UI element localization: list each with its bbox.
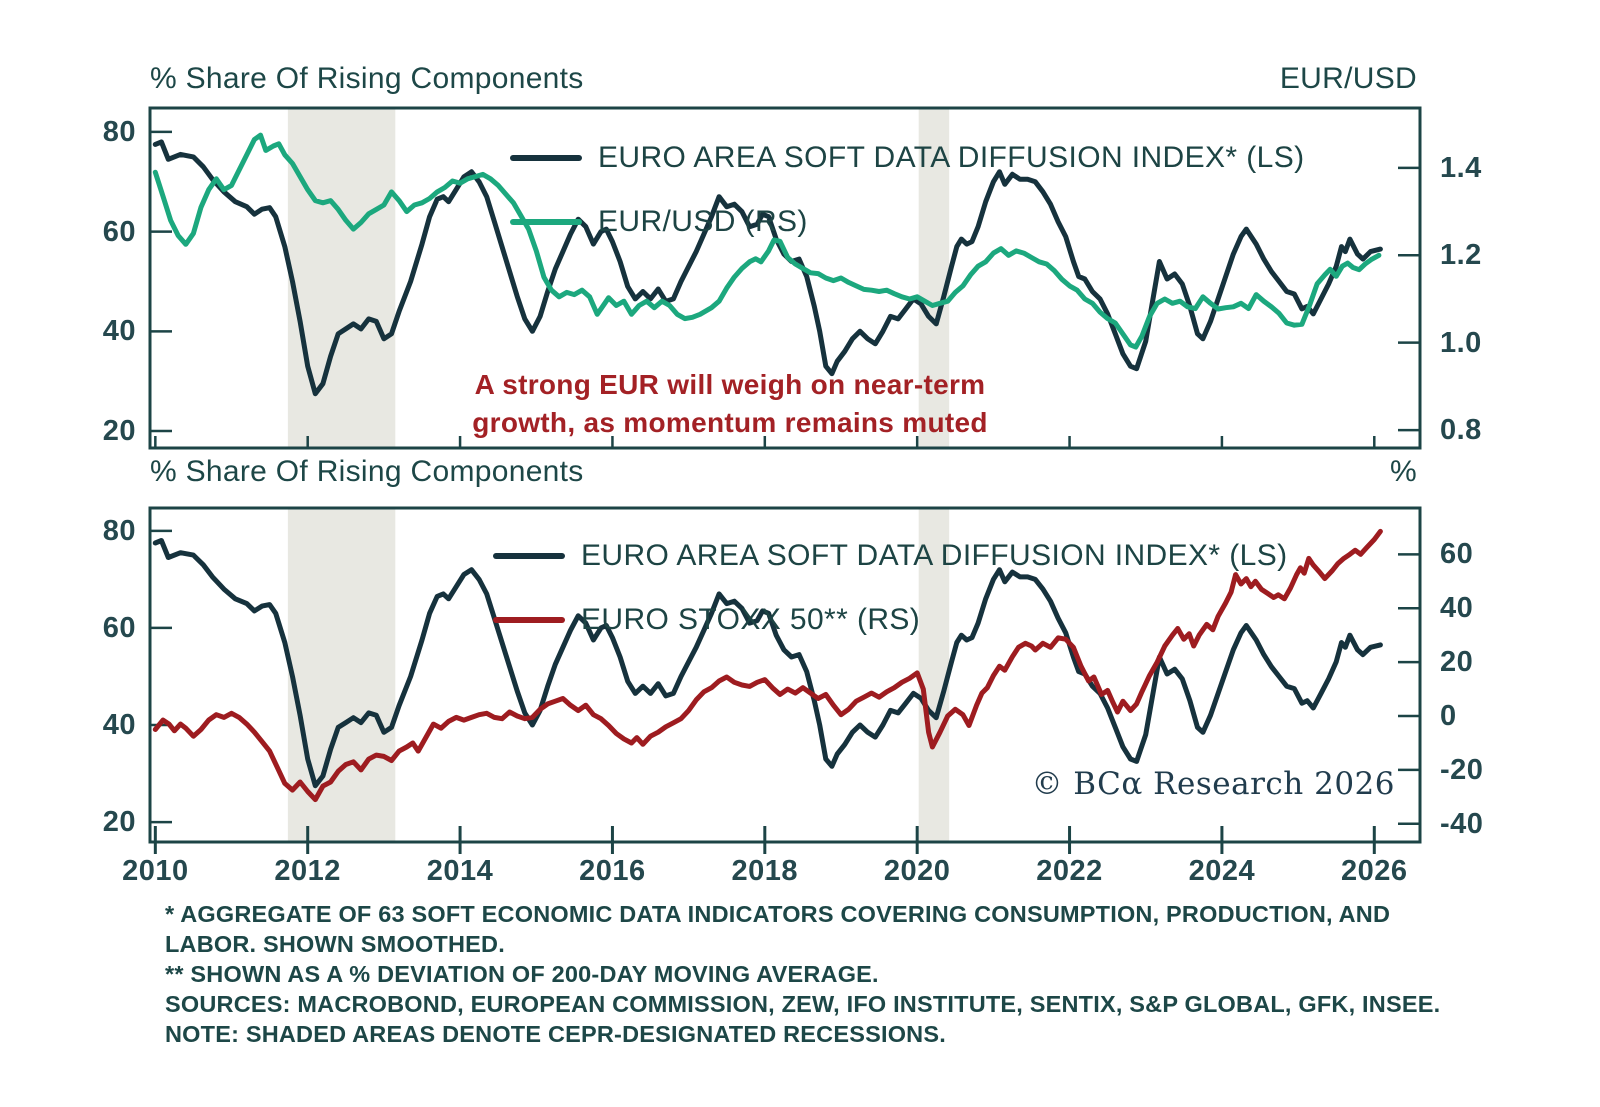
right-axis-label: 1.4 (1440, 151, 1482, 184)
annotation-line-2: growth, as momentum remains muted (472, 407, 988, 438)
left-axis-label: 40 (102, 315, 136, 348)
recession-band (918, 509, 950, 841)
legend-label: EUR/USD (RS) (598, 205, 808, 238)
left-axis-label: 60 (102, 215, 136, 248)
right-axis-label: 20 (1440, 646, 1474, 679)
x-axis-label: 2016 (579, 855, 646, 887)
x-axis-label: 2026 (1341, 855, 1408, 887)
x-axis-label: 2012 (274, 855, 341, 887)
right-axis-label: 40 (1440, 592, 1474, 625)
legend-label: EURO STOXX 50** (RS) (581, 603, 921, 636)
right-axis-label: 1.2 (1440, 239, 1482, 272)
left-axis-label: 20 (102, 415, 136, 448)
left-axis-label: 60 (102, 611, 136, 644)
plot-frame (148, 106, 1422, 450)
legend-item: EURO AREA SOFT DATA DIFFUSION INDEX* (LS… (510, 138, 1305, 178)
left-axis-label: 40 (102, 709, 136, 741)
x-axis-label: 2020 (883, 855, 951, 887)
legend-label: EURO AREA SOFT DATA DIFFUSION INDEX* (LS… (598, 141, 1305, 174)
legend-line-swatch (510, 155, 582, 161)
right-axis-label: -40 (1440, 807, 1484, 840)
right-axis-label: 0.8 (1440, 414, 1482, 447)
series-line (152, 528, 1383, 803)
series-line (152, 139, 1383, 397)
recession-band (918, 109, 950, 447)
legend-line-swatch (493, 553, 565, 559)
left-axis-label: 80 (102, 514, 136, 547)
legend-item: EURO STOXX 50** (RS) (493, 600, 920, 640)
right-axis-label: 60 (1440, 538, 1474, 571)
x-axis-label: 2010 (122, 855, 189, 887)
annotation: A strong EUR will weigh on near-term gro… (430, 366, 1030, 442)
x-axis-label: 2018 (731, 855, 799, 887)
right-axis-label: 1.0 (1440, 326, 1482, 359)
footnote-4: NOTE: SHADED AREAS DENOTE CEPR-DESIGNATE… (165, 1021, 946, 1047)
series-line (152, 132, 1382, 350)
bottom-panel-right-title: % (1390, 455, 1417, 488)
left-axis-label: 80 (102, 115, 136, 148)
footnote-1: * AGGREGATE OF 63 SOFT ECONOMIC DATA IND… (165, 901, 1391, 957)
footnote-3: SOURCES: MACROBOND, EUROPEAN COMMISSION,… (165, 991, 1441, 1017)
top-panel-right-title: EUR/USD (1279, 62, 1417, 95)
footnotes: * AGGREGATE OF 63 SOFT ECONOMIC DATA IND… (165, 899, 1445, 1049)
x-axis-label: 2024 (1188, 855, 1256, 887)
legend-line-swatch (510, 219, 582, 225)
legend-item: EUR/USD (RS) (510, 202, 808, 242)
top-panel-left-title: % Share Of Rising Components (150, 62, 584, 95)
right-axis-label: -20 (1440, 753, 1484, 786)
plot-frame (148, 506, 1422, 844)
recession-band (287, 109, 396, 447)
legend-item: EURO AREA SOFT DATA DIFFUSION INDEX* (LS… (493, 536, 1288, 576)
annotation-line-1: A strong EUR will weigh on near-term (474, 369, 986, 400)
footnote-2: ** SHOWN AS A % DEVIATION OF 200-DAY MOV… (165, 961, 879, 987)
series-line (152, 538, 1383, 789)
right-axis-label: 0 (1440, 700, 1457, 733)
legend-line-swatch (493, 617, 565, 623)
left-axis-label: 20 (102, 806, 136, 839)
watermark: © BCα Research 2026 (1031, 766, 1395, 802)
legend-label: EURO AREA SOFT DATA DIFFUSION INDEX* (LS… (581, 539, 1288, 572)
bottom-panel-left-title: % Share Of Rising Components (150, 455, 584, 488)
x-axis-label: 2022 (1036, 855, 1103, 887)
x-axis-label: 2014 (426, 855, 494, 887)
